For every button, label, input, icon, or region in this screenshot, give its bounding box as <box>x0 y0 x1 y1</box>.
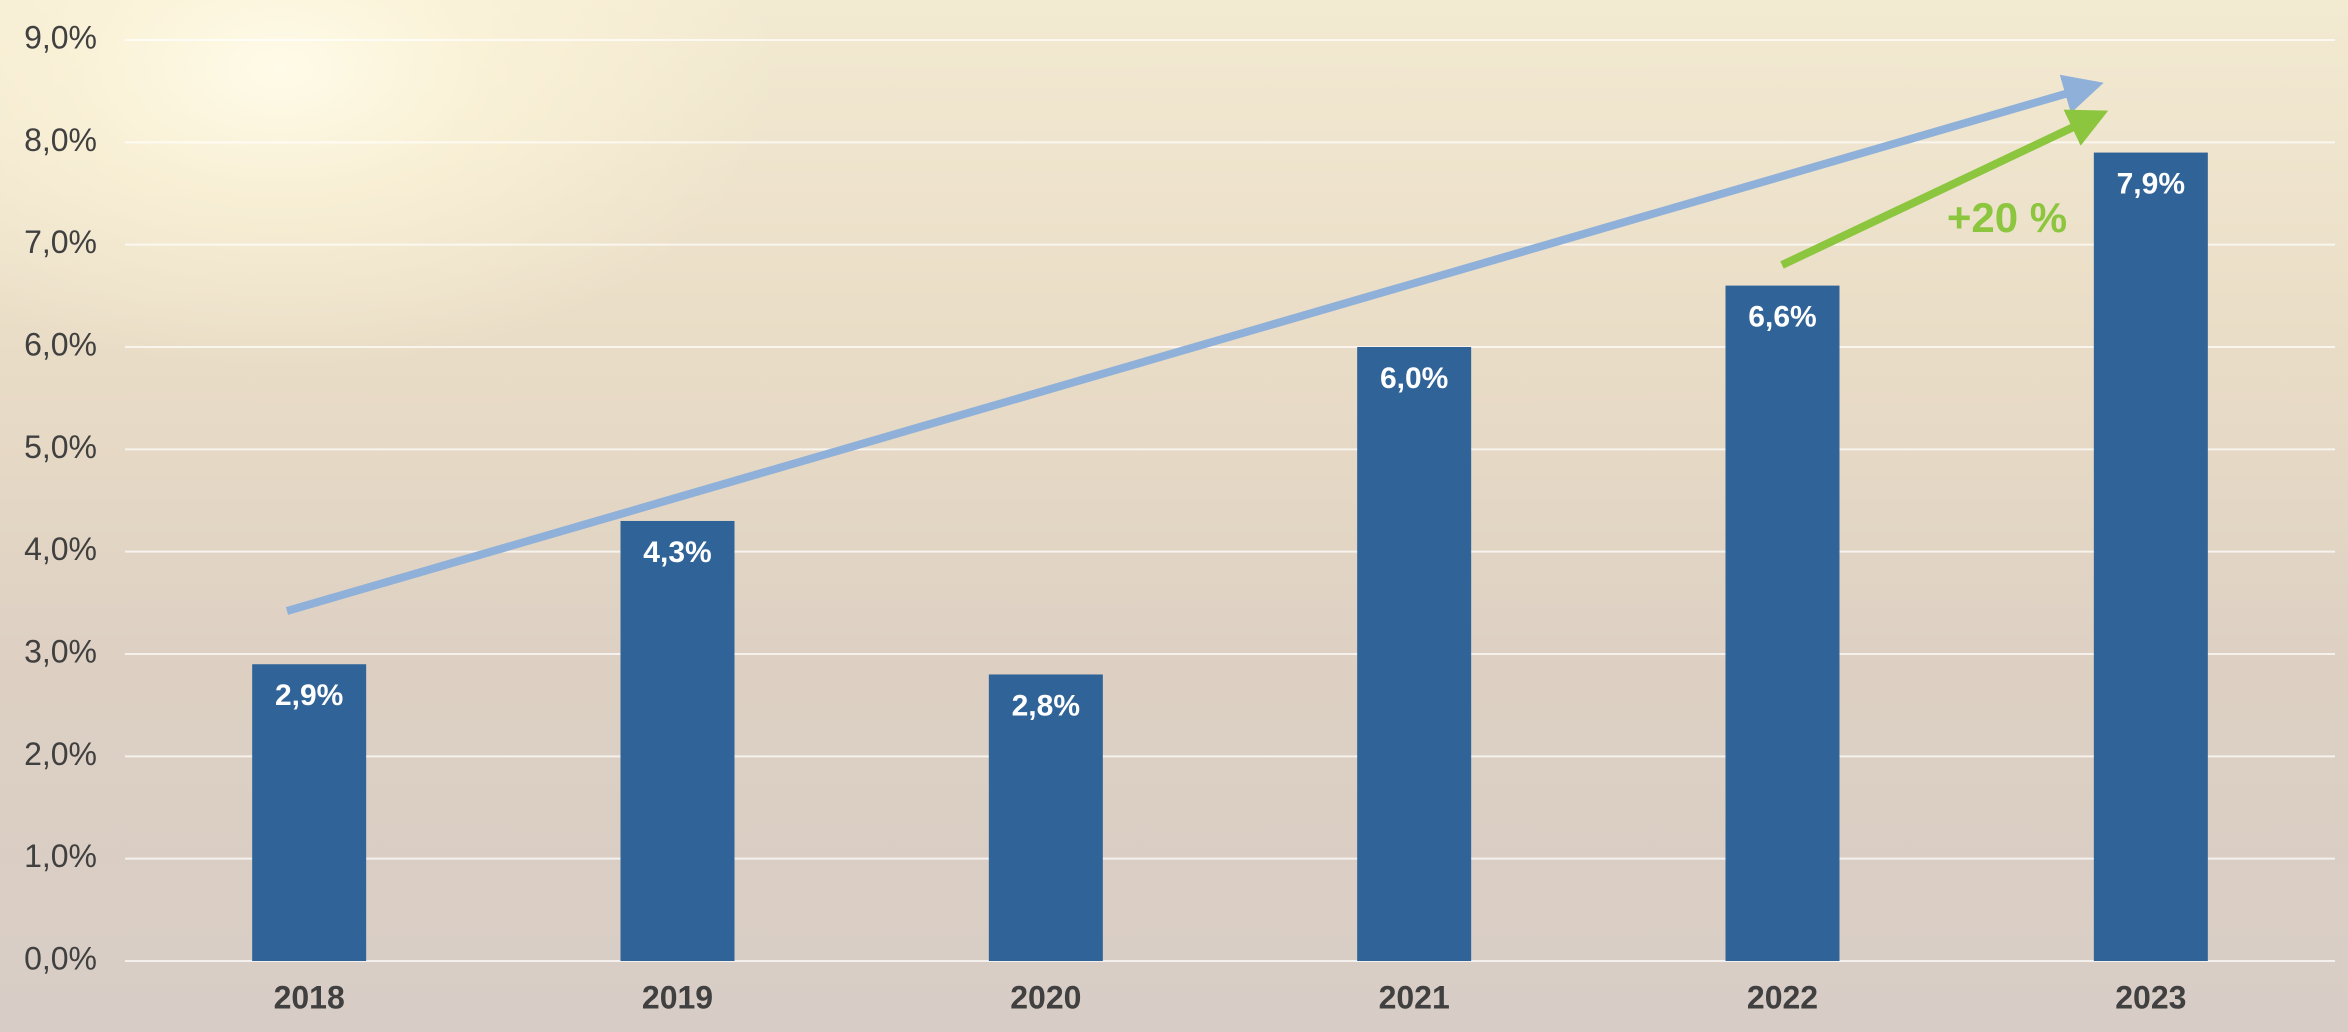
y-tick-label: 1,0% <box>24 838 97 874</box>
value-label: 7,9% <box>2117 167 2185 200</box>
page: 0,0% 1,0% 2,0% 3,0% 4,0% 5,0% 6,0% 7,0% 8,0% 9,0%… <box>0 0 2348 1032</box>
value-label: 2,8% <box>1012 689 1080 722</box>
x-tick-label: 2021 <box>1379 979 1450 1015</box>
x-tick-label: 2023 <box>2115 979 2186 1015</box>
y-tick-label: 6,0% <box>24 326 97 362</box>
value-label: 6,0% <box>1380 362 1448 395</box>
y-tick-label: 4,0% <box>24 531 97 567</box>
x-tick-label: 2022 <box>1747 979 1818 1015</box>
chart: 0,0% 1,0% 2,0% 3,0% 4,0% 5,0% 6,0% 7,0% 8,0% 9,0%… <box>0 0 2348 1032</box>
y-tick-label: 9,0% <box>24 19 97 55</box>
bar <box>1357 347 1471 961</box>
bar <box>2094 153 2208 961</box>
y-tick-label: 0,0% <box>24 940 97 976</box>
annotation: +20 % <box>1947 194 2067 241</box>
y-tick-label: 5,0% <box>24 429 97 465</box>
bar <box>621 521 735 961</box>
y-tick-label: 3,0% <box>24 633 97 669</box>
x-tick-label: 2018 <box>274 979 345 1015</box>
value-label: 4,3% <box>643 536 711 569</box>
x-tick-label: 2019 <box>642 979 713 1015</box>
value-label: 6,6% <box>1748 301 1816 334</box>
y-tick-label: 8,0% <box>24 122 97 158</box>
y-tick-label: 2,0% <box>24 736 97 772</box>
growth-arrow <box>1782 114 2101 265</box>
x-tick-label: 2020 <box>1010 979 1081 1015</box>
value-label: 2,9% <box>275 679 343 712</box>
y-tick-label: 7,0% <box>24 224 97 260</box>
bar <box>1726 286 1840 961</box>
